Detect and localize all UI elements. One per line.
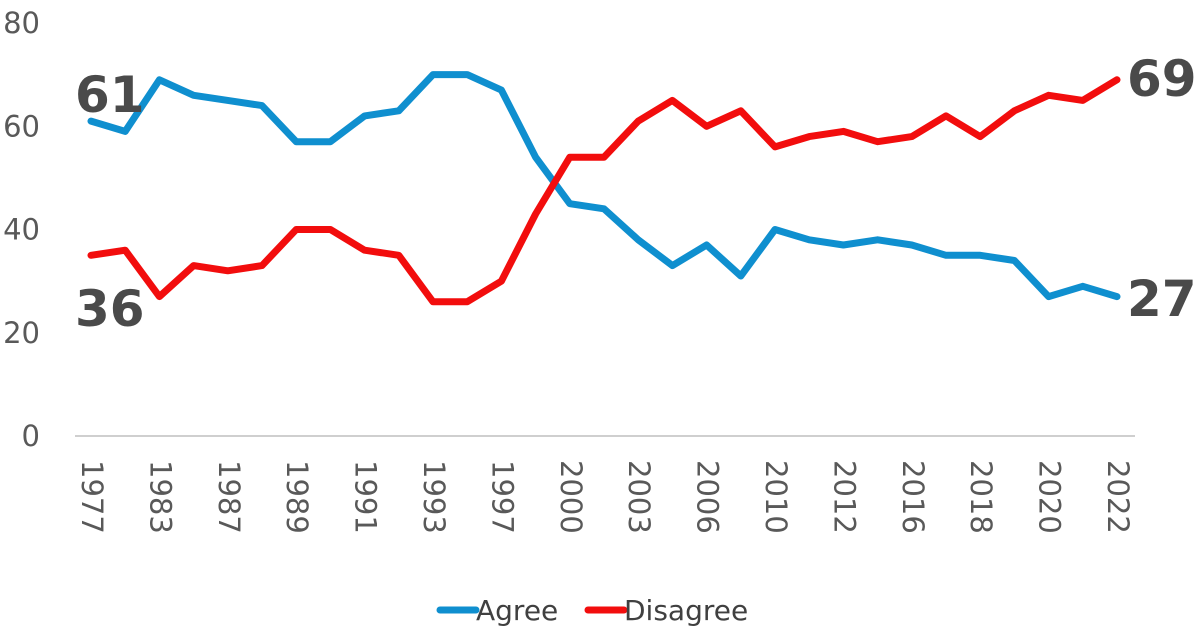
series-end-label: 27 [1127, 270, 1197, 328]
x-tick-label: 2018 [964, 460, 998, 534]
series-start-label: 61 [75, 66, 145, 124]
x-tick-label: 2012 [827, 460, 861, 534]
series-end-labels: 61 27 36 69 [75, 50, 1197, 338]
x-tick-label: 1993 [417, 460, 451, 534]
y-tick-label: 60 [3, 109, 40, 143]
x-tick-label: 2010 [759, 460, 793, 534]
x-tick-label: 1987 [212, 460, 246, 534]
x-tick-label: 2000 [554, 460, 588, 534]
series-start-label: 36 [75, 280, 145, 338]
y-tick-label: 20 [3, 316, 40, 350]
series-end-label: 69 [1127, 50, 1197, 108]
x-tick-label: 1977 [75, 460, 109, 534]
x-tick-label: 1997 [485, 460, 519, 534]
x-axis-ticks: 1977 1983 1987 1989 1991 1993 1997 2000 2003 2006… [75, 460, 1135, 534]
x-tick-label: 1983 [143, 460, 177, 534]
legend-label-agree: Agree [476, 594, 558, 627]
x-tick-label: 2003 [622, 460, 656, 534]
x-tick-label: 2022 [1101, 460, 1135, 534]
x-tick-label: 2006 [691, 460, 725, 534]
x-tick-label: 1989 [280, 460, 314, 534]
series-line-disagree [87, 76, 1121, 306]
legend-label-disagree: Disagree [624, 594, 748, 627]
y-tick-label: 40 [3, 213, 40, 247]
x-tick-label: 2020 [1033, 460, 1067, 534]
series-line-agree [87, 71, 1121, 301]
legend: Agree Disagree [436, 594, 748, 627]
y-tick-label: 0 [22, 419, 40, 453]
y-axis-ticks: 0 20 40 60 80 [3, 6, 40, 453]
x-tick-label: 2016 [896, 460, 930, 534]
x-tick-label: 1991 [349, 460, 383, 534]
series-lines [87, 71, 1121, 306]
y-tick-label: 80 [3, 6, 40, 40]
